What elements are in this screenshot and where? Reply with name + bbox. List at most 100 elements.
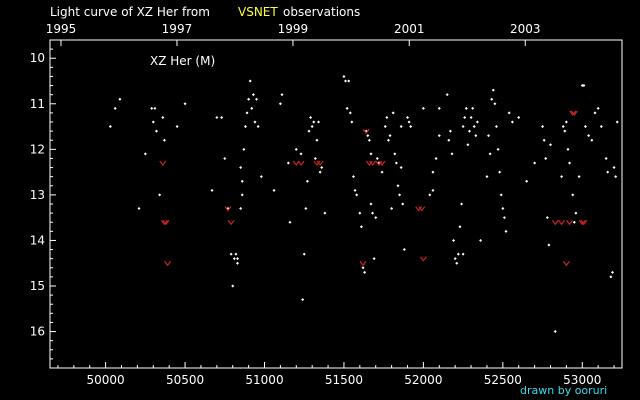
observation-point [355,193,359,197]
fainter-than-marker [365,160,373,166]
fainter-than-marker [160,219,168,226]
observation-point [472,125,476,129]
fainter-than-marker [375,160,383,166]
observation-point [348,111,352,115]
chart-title-prefix: Light curve of XZ Her from [50,5,210,19]
observation-point [315,138,319,142]
observation-point [593,111,597,115]
observation-point [583,125,587,129]
observation-point [501,207,505,211]
observation-point [577,175,581,179]
observation-point [299,152,303,156]
x-tick-label: 51000 [245,373,283,387]
observation-point [533,161,537,165]
observation-point [448,129,452,133]
fainter-than-marker [558,219,566,226]
observation-point [466,143,470,147]
observation-point [499,193,503,197]
fainter-than-marker [297,160,305,166]
observation-point [568,161,572,165]
observation-point [232,257,236,261]
observation-point [250,106,254,110]
observation-point [475,120,479,124]
observation-point [496,147,500,151]
x-tick-label: 52000 [404,373,442,387]
fainter-than-marker [292,160,300,166]
y-tick-label: 12 [30,142,45,156]
observation-point [504,229,508,233]
observation-point [407,120,411,124]
observation-point [401,202,405,206]
observation-point [235,261,239,265]
observation-point [312,120,316,124]
observation-point [150,106,154,110]
fainter-than-marker [362,128,370,135]
observation-point [402,248,406,252]
observation-point [143,152,147,156]
observation-point [248,79,252,83]
observation-point [361,266,365,270]
observation-point [344,79,348,83]
credit-text: drawn by ooruri [520,384,607,397]
observation-point [317,120,321,124]
observation-point [245,111,249,115]
star-label: XZ Her (M) [150,54,215,68]
observation-point [447,138,451,142]
x-tick-label: 50000 [87,373,125,387]
observation-point [409,125,413,129]
observation-point [151,120,155,124]
observation-point [599,125,603,129]
y-axis: 10 11 12 13 14 15 16 [30,48,56,360]
x-tick-label: 51500 [325,373,363,387]
fainter-than-marker [415,206,423,212]
observation-point [350,120,354,124]
observation-point [388,134,392,138]
observation-point [399,166,403,170]
fainter-than-marker [551,219,559,226]
fainter-than-marker [227,219,235,226]
observation-point [280,93,284,97]
observation-point [580,84,584,88]
observation-point [614,175,618,179]
observation-point [372,257,376,261]
observation-point [434,156,438,160]
observation-point [374,216,378,220]
observation-point [255,97,259,101]
fainter-than-marker [578,219,586,226]
observation-point [428,193,432,197]
observation-point [458,225,462,229]
observation-point [371,211,375,215]
observation-point [309,115,313,119]
observation-point [253,120,257,124]
observation-point [369,152,373,156]
observation-point [474,134,478,138]
observation-point [234,252,238,256]
fainter-than-marker [313,160,321,166]
observation-point [399,125,403,129]
chart-title-highlight: VSNET [238,5,278,19]
observation-point [456,252,460,256]
observation-point [502,216,506,220]
observation-point [215,115,219,119]
y-tick-label: 13 [30,188,45,202]
year-tick-label: 1997 [162,22,193,36]
y-tick-label: 10 [30,51,45,65]
observation-point [491,88,495,92]
observation-point [437,106,441,110]
observation-point [385,115,389,119]
observation-point [302,252,306,256]
observation-point [380,170,384,174]
observation-point [359,225,363,229]
fainter-than-marker [316,160,324,166]
year-tick-label: 2003 [510,22,541,36]
fainter-than-marker [162,219,170,226]
observation-point [398,193,402,197]
observation-point [247,97,251,101]
observation-point [320,166,324,170]
observation-point [507,111,511,115]
observation-point [461,125,465,129]
fainter-than-marker [570,110,578,116]
observation-point [161,115,165,119]
observation-point [572,220,576,224]
